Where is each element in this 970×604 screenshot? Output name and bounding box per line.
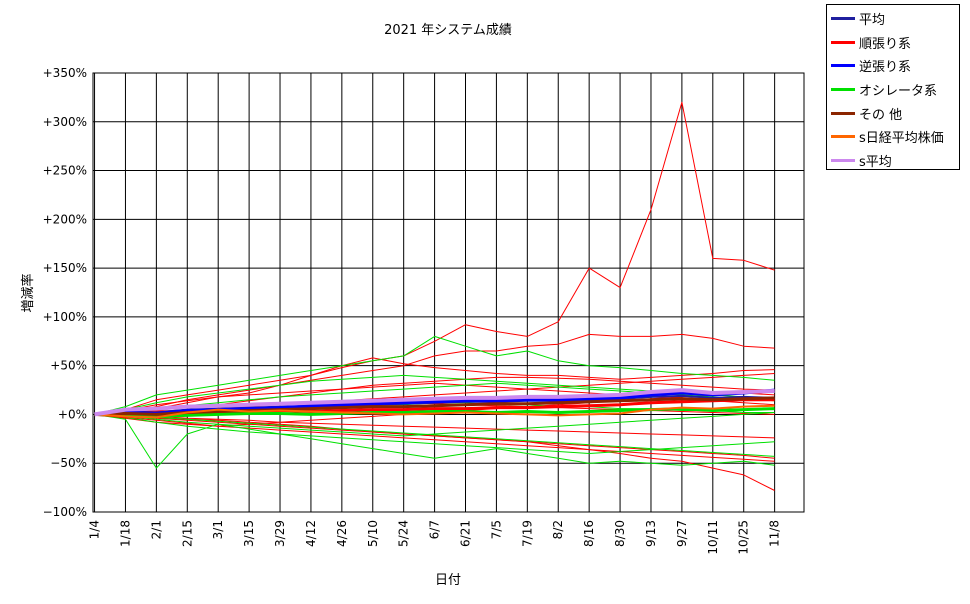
legend-swatch — [831, 88, 855, 92]
background-series-line — [94, 413, 775, 439]
legend-label: オシレータ系 — [859, 84, 938, 100]
y-tick-label: +0% — [58, 407, 87, 421]
legend-label: s日経平均株価 — [859, 131, 944, 147]
y-tick-label: +200% — [43, 212, 87, 226]
legend-label: 順張り系 — [859, 36, 912, 52]
legend-item: その 他 — [827, 101, 959, 125]
x-tick-label: 6/21 — [459, 520, 473, 547]
legend-swatch — [831, 111, 855, 115]
x-tick-label: 2/1 — [149, 520, 163, 539]
legend-item: 平均 — [827, 7, 959, 31]
x-tick-label: 8/16 — [582, 520, 596, 547]
x-axis-title: 日付 — [435, 573, 461, 588]
x-tick-label: 4/26 — [335, 520, 349, 547]
plot-area: −100% −50% +0% +50% +100% +150% +200% +250% +300… — [43, 66, 805, 555]
legend-item: オシレータ系 — [827, 78, 959, 102]
x-tick-label: 3/29 — [273, 520, 287, 547]
x-tick-label: 1/18 — [118, 520, 132, 547]
x-tick-label: 8/30 — [613, 520, 627, 547]
legend-item: 順張り系 — [827, 31, 959, 55]
legend-label: 逆張り系 — [859, 60, 912, 76]
x-tick-label: 10/25 — [737, 520, 751, 555]
background-series-line — [94, 412, 775, 437]
background-series-line — [94, 413, 775, 457]
legend-label: その 他 — [859, 107, 903, 123]
x-tick-label: 5/24 — [397, 520, 411, 547]
y-tick-label: +250% — [43, 164, 87, 178]
plot-frame — [92, 72, 805, 513]
series-line — [94, 388, 775, 417]
x-tick-label: 4/12 — [304, 520, 318, 547]
y-tick-label: −100% — [43, 505, 87, 519]
x-tick-label: 5/10 — [366, 520, 380, 547]
x-tick-label: 3/1 — [211, 520, 225, 539]
x-tick-label: 9/27 — [675, 520, 689, 547]
y-tick-label: +150% — [43, 261, 87, 275]
y-tick-label: +300% — [43, 115, 87, 129]
background-series-line — [94, 413, 775, 469]
legend-item: 逆張り系 — [827, 54, 959, 78]
series-line — [94, 396, 775, 416]
background-series-line — [94, 357, 775, 415]
legend-label: s平均 — [859, 154, 892, 170]
legend-item: s平均 — [827, 149, 959, 173]
background-series-line — [94, 413, 775, 459]
y-tick-label: +100% — [43, 310, 87, 324]
background-series-line — [94, 101, 775, 415]
x-tick-label: 7/19 — [520, 520, 534, 547]
legend-swatch — [831, 135, 855, 139]
y-tick-label: +50% — [50, 359, 87, 373]
x-tick-label: 9/13 — [644, 520, 658, 547]
x-tick-label: 8/2 — [551, 520, 565, 539]
x-tick-label: 11/8 — [768, 520, 782, 547]
y-tick-label: −50% — [50, 456, 87, 470]
x-tick-label: 1/4 — [88, 520, 102, 539]
x-tick-label: 6/7 — [428, 520, 442, 539]
x-tick-label: 7/5 — [489, 520, 503, 539]
legend-label: 平均 — [859, 13, 886, 29]
legend-swatch — [831, 64, 855, 68]
legend-swatch — [831, 158, 855, 162]
y-axis-title: 増減率 — [20, 273, 36, 312]
background-series-line — [94, 335, 775, 415]
legend-swatch — [831, 40, 855, 44]
series-line — [94, 404, 775, 419]
x-tick-label: 2/15 — [180, 520, 194, 547]
x-tick-label: 3/15 — [242, 520, 256, 547]
legend: 平均順張り系逆張り系オシレータ系 その 他 s日経平均株価 s平均 — [826, 4, 960, 170]
background-series-line — [94, 333, 775, 415]
chart-title: 2021 年システム成績 — [384, 23, 512, 38]
x-tick-label: 10/11 — [706, 520, 720, 555]
y-tick-label: +350% — [43, 66, 87, 80]
legend-swatch — [831, 17, 855, 21]
legend-item: s日経平均株価 — [827, 125, 959, 149]
